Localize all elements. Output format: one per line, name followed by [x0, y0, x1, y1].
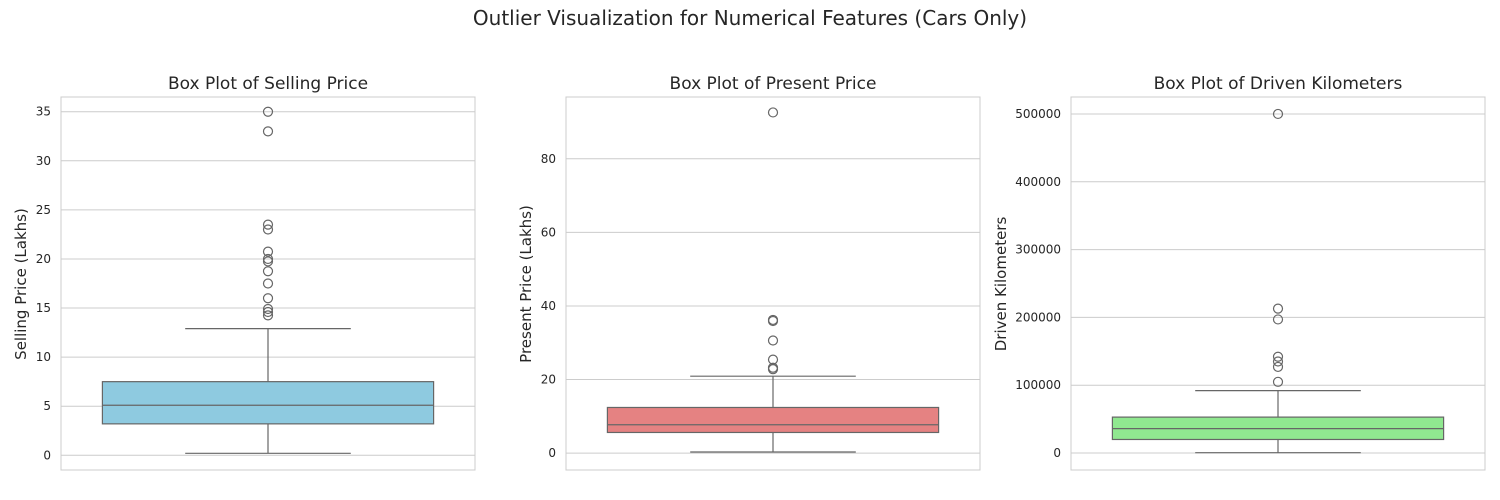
y-tick-label: 100000 — [1015, 378, 1061, 392]
y-tick-label: 40 — [541, 299, 556, 313]
y-tick-label: 25 — [36, 203, 51, 217]
y-axis-label: Driven Kilometers — [992, 217, 1010, 352]
y-tick-label: 0 — [43, 448, 51, 462]
y-tick-label: 0 — [1053, 446, 1061, 460]
y-tick-label: 200000 — [1015, 310, 1061, 324]
outlier-point — [1272, 108, 1284, 120]
outlier-point — [262, 303, 274, 315]
y-tick-label: 20 — [36, 252, 51, 266]
y-tick-label: 10 — [36, 350, 51, 364]
y-tick-label: 35 — [36, 105, 51, 119]
plot-frame — [1070, 96, 1486, 471]
outlier-point — [1272, 303, 1284, 314]
outlier-point — [262, 306, 274, 318]
outlier-point — [1272, 314, 1284, 325]
outlier-point — [262, 224, 274, 235]
outlier-point — [262, 310, 274, 321]
outlier-point — [767, 364, 779, 375]
outlier-point — [262, 246, 274, 257]
outlier-point — [1272, 376, 1284, 387]
y-tick-label: 15 — [36, 301, 51, 315]
y-tick-label: 20 — [541, 373, 556, 387]
outlier-point — [262, 106, 274, 117]
outlier-point — [1272, 356, 1284, 367]
outlier-point — [262, 126, 274, 137]
y-tick-label: 0 — [548, 446, 556, 460]
subplot-driven-kilometers: Box Plot of Driven Kilometers Driven Kil… — [992, 74, 1486, 471]
subplot-selling-price: Box Plot of Selling Price Selling Price … — [12, 74, 476, 471]
outlier-point — [262, 253, 274, 265]
iqr-box — [101, 381, 435, 425]
figure-title: Outlier Visualization for Numerical Feat… — [473, 6, 1027, 30]
y-tick-label: 80 — [541, 152, 556, 166]
iqr-box — [606, 406, 940, 434]
y-tick-label: 60 — [541, 225, 556, 239]
outlier-point — [1272, 351, 1284, 362]
plot-frame — [565, 96, 981, 471]
subplot-title: Box Plot of Selling Price — [168, 74, 368, 94]
y-axis-label: Present Price (Lakhs) — [517, 205, 535, 363]
y-tick-label: 400000 — [1015, 175, 1061, 189]
y-tick-label: 30 — [36, 154, 51, 168]
subplot-title: Box Plot of Driven Kilometers — [1154, 74, 1403, 94]
outlier-point — [767, 315, 779, 327]
subplot-present-price: Box Plot of Present Price Present Price … — [517, 74, 981, 471]
y-tick-label: 5 — [43, 399, 51, 413]
outlier-point — [262, 256, 274, 267]
outlier-point — [767, 107, 779, 118]
y-axis-label: Selling Price (Lakhs) — [12, 208, 30, 360]
outlier-point — [262, 219, 274, 230]
outlier-point — [1272, 361, 1284, 373]
subplot-title: Box Plot of Present Price — [670, 74, 877, 94]
outlier-point — [767, 335, 779, 346]
outlier-point — [262, 266, 274, 277]
outlier-point — [262, 293, 274, 304]
y-tick-label: 500000 — [1015, 107, 1061, 121]
y-tick-label: 300000 — [1015, 243, 1061, 257]
plot-frame — [60, 96, 476, 471]
outlier-point — [262, 278, 274, 289]
